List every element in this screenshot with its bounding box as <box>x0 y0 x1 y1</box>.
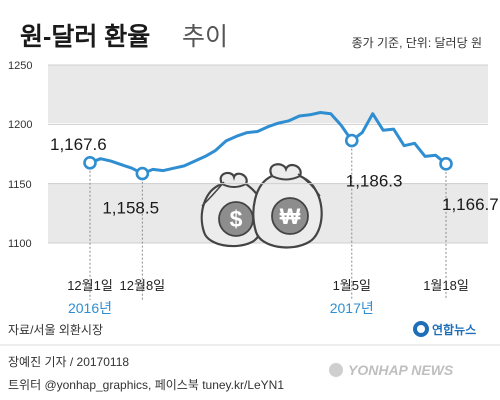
series-layer <box>88 111 448 176</box>
watermark: YONHAP NEWS <box>329 362 454 378</box>
marker-layer <box>83 133 453 181</box>
data-label: 1,186.3 <box>346 172 403 191</box>
series-line <box>88 111 448 176</box>
y-tick-label: 1100 <box>8 238 32 250</box>
y-tick-label: 1150 <box>8 179 32 191</box>
x-tick-label: 1월18일 <box>423 278 469 293</box>
source-note: 자료/서울 외환시장 <box>8 323 103 337</box>
x-tick-label: 12월8일 <box>120 278 166 293</box>
dollar-bag-icon: $ <box>200 171 265 248</box>
yonhap-logo-icon: 연합뉴스 <box>413 321 476 337</box>
chart-title-suffix: 추이 <box>182 23 228 51</box>
label-layer: 1,167.6 1,158.5 1,186.3 1,166.7 12월1일 12월8일 1월… <box>50 135 499 316</box>
won-bag-icon: ₩ <box>252 163 323 249</box>
data-label: 1,158.5 <box>102 199 159 218</box>
unit-note: 종가 기준, 단위: 달러당 원 <box>352 36 482 50</box>
chart-title: 원-달러 환율 <box>20 23 150 51</box>
watermark-text: YONHAP NEWS <box>348 362 454 378</box>
data-label: 1,167.6 <box>50 135 107 154</box>
dollar-symbol: $ <box>230 206 243 232</box>
data-label: 1,166.7 <box>442 195 499 214</box>
x-tick-label: 1월5일 <box>333 278 371 293</box>
y-axis: 1250 1200 1150 1100 <box>8 60 32 250</box>
y-tick-label: 1250 <box>8 60 32 72</box>
money-bags-icon: $ ₩ <box>200 163 323 249</box>
data-point <box>439 157 453 171</box>
x-tick-label: 12월1일 <box>67 278 113 293</box>
data-point <box>344 133 359 148</box>
data-point <box>135 166 150 181</box>
band-upper <box>48 65 488 123</box>
y-tick-label: 1200 <box>8 119 32 131</box>
credit-line: 장예진 기자 / 20170118 <box>8 355 129 369</box>
guide-lines <box>48 123 488 300</box>
year-label: 2017년 <box>330 300 374 316</box>
data-point <box>83 155 97 170</box>
won-symbol: ₩ <box>280 204 301 229</box>
social-line: 트위터 @yonhap_graphics, 페이스북 tuney.kr/LeYN… <box>8 378 284 392</box>
logo-text: 연합뉴스 <box>432 322 476 337</box>
year-label: 2016년 <box>68 300 112 316</box>
